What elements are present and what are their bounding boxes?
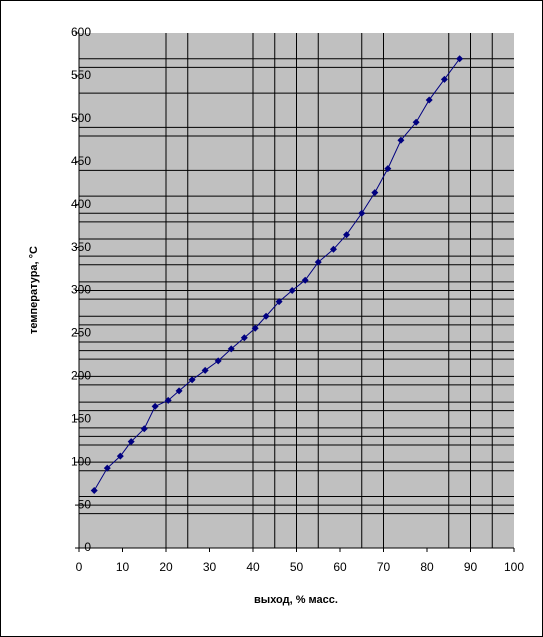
data-point <box>175 387 183 395</box>
x-tick-label: 40 <box>246 560 260 574</box>
data-point <box>456 55 464 63</box>
data-point <box>329 245 337 253</box>
data-point <box>440 75 448 83</box>
data-point <box>140 425 148 433</box>
y-tick-label: 400 <box>71 197 91 211</box>
data-point <box>384 165 392 173</box>
y-tick-label: 200 <box>71 369 91 383</box>
data-point <box>262 312 270 320</box>
data-point <box>240 334 248 342</box>
data-point <box>164 396 172 404</box>
data-point <box>343 231 351 239</box>
data-point <box>371 189 379 197</box>
y-tick-label: 50 <box>78 497 92 511</box>
x-tick-label: 50 <box>290 560 304 574</box>
data-point <box>358 209 366 217</box>
data-point <box>90 486 98 494</box>
grid <box>75 32 515 552</box>
x-tick-label: 80 <box>420 560 434 574</box>
y-tick-label: 350 <box>71 240 91 254</box>
y-tick-label: 500 <box>71 111 91 125</box>
data-point <box>116 452 124 460</box>
marks <box>90 55 464 494</box>
y-tick-label: 100 <box>71 454 91 468</box>
data-point <box>425 96 433 104</box>
data-point <box>201 366 209 374</box>
data-point <box>412 118 420 126</box>
x-tick-label: 0 <box>76 560 83 574</box>
x-tick-label: 70 <box>377 560 391 574</box>
y-tick-label: 150 <box>71 411 91 425</box>
data-point <box>103 464 111 472</box>
y-tick-label: 450 <box>71 154 91 168</box>
y-tick-label: 250 <box>71 326 91 340</box>
data-point <box>314 258 322 266</box>
data-point <box>227 345 235 353</box>
y-tick-label: 550 <box>71 68 91 82</box>
data-point <box>301 276 309 284</box>
data-point <box>288 287 296 294</box>
x-tick-label: 10 <box>116 560 130 574</box>
y-tick-label: 300 <box>71 283 91 297</box>
y-tick-label: 600 <box>71 25 91 39</box>
x-tick-label: 30 <box>203 560 217 574</box>
x-tick-label: 60 <box>333 560 347 574</box>
data-point <box>275 298 283 306</box>
x-tick-label: 100 <box>504 560 524 574</box>
data-point <box>214 357 222 365</box>
x-tick-label: 20 <box>159 560 173 574</box>
x-tick-label: 90 <box>464 560 478 574</box>
data-point <box>251 324 259 332</box>
data-point <box>188 376 196 384</box>
y-axis-title: температура, °C <box>28 246 40 334</box>
data-point <box>151 402 159 410</box>
data-point <box>127 438 135 446</box>
data-point <box>397 136 405 144</box>
y-tick-label: 0 <box>84 540 91 554</box>
x-axis-title: выход, % масс. <box>254 594 338 606</box>
